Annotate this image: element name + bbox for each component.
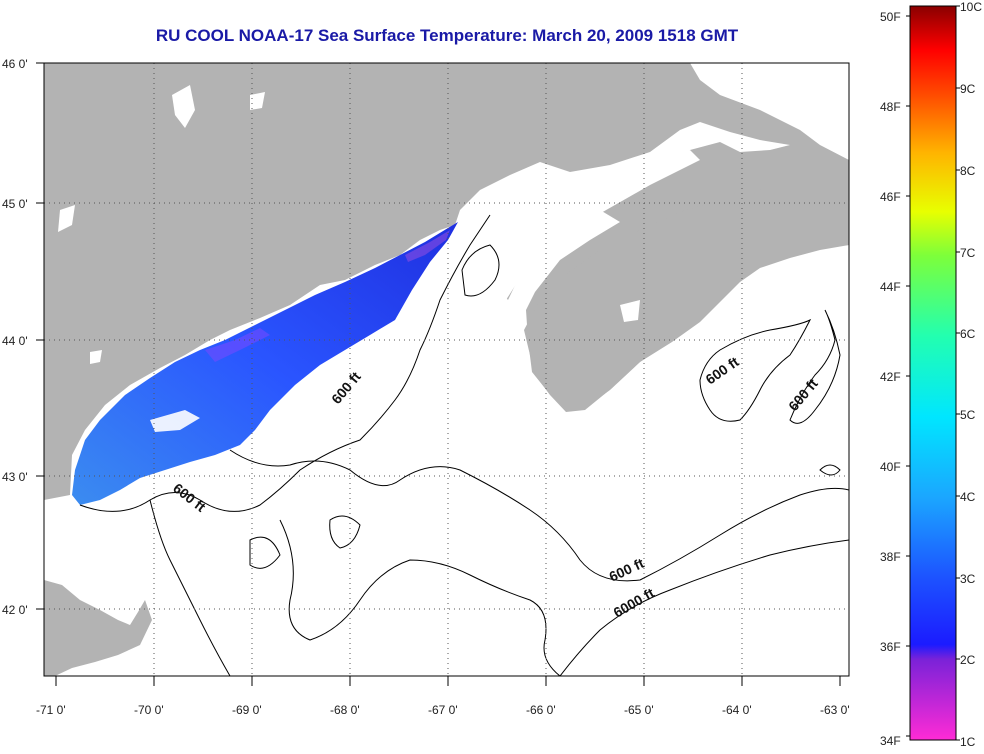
colorbar-f-label: 46F (880, 190, 901, 204)
lake (172, 85, 195, 128)
graticule (44, 63, 849, 676)
lat-tick-label: 45 0' (2, 197, 28, 211)
lake (58, 205, 75, 232)
land-maine (44, 63, 849, 500)
colorbar-c-label: 1C (960, 735, 976, 749)
bathymetry-contours (79, 214, 849, 676)
colorbar-c-label: 6C (960, 327, 976, 341)
lon-tick-label: -65 0' (624, 703, 654, 717)
bay-of-fundy (462, 150, 700, 305)
lon-tick-label: -71 0' (36, 703, 66, 717)
sst-swath (72, 222, 458, 505)
colorbar-f-label: 44F (880, 280, 901, 294)
colorbar-c-label: 10C (960, 0, 982, 14)
lon-tick-label: -67 0' (428, 703, 458, 717)
cloud-gap (150, 410, 200, 432)
colorbar-f-label: 40F (880, 460, 901, 474)
lon-tick-label: -68 0' (330, 703, 360, 717)
colorbar-c-label: 3C (960, 572, 976, 586)
colorbar-c-label: 4C (960, 490, 976, 504)
lat-tick-label: 46 0' (2, 57, 28, 71)
lat-tick-label: 43 0' (2, 470, 28, 484)
map-frame (43, 62, 850, 677)
lake (620, 300, 640, 322)
colorbar-c-label: 7C (960, 246, 976, 260)
sst-warm-patch (205, 328, 270, 362)
land-nova-scotia (524, 172, 849, 412)
lon-tick-label: -69 0' (232, 703, 262, 717)
axis-tick-marks (36, 62, 841, 686)
colorbar-gradient (909, 5, 957, 741)
lat-tick-label: 42 0' (2, 603, 28, 617)
colorbar-f-label: 42F (880, 370, 901, 384)
lon-tick-label: -64 0' (722, 703, 752, 717)
colorbar-f-label: 50F (880, 10, 901, 24)
colorbar-c-label: 5C (960, 408, 976, 422)
colorbar-ticks (906, 5, 960, 741)
colorbar: 50F 48F 46F 44F 42F 40F 38F 36F 34F 10C … (880, 0, 982, 749)
sst-warm-patch (405, 230, 450, 262)
lon-tick-label: -63 0' (820, 703, 850, 717)
map-title: RU COOL NOAA-17 Sea Surface Temperature:… (155, 26, 739, 45)
colorbar-c-label: 8C (960, 164, 976, 178)
land-cape-cod (44, 580, 152, 676)
colorbar-f-label: 38F (880, 550, 901, 564)
lat-tick-label: 44 0' (2, 334, 28, 348)
colorbar-c-label: 2C (960, 653, 976, 667)
colorbar-f-label: 36F (880, 640, 901, 654)
lake (90, 350, 102, 364)
lon-tick-label: -70 0' (134, 703, 164, 717)
lake (250, 92, 265, 110)
colorbar-f-label: 34F (880, 734, 901, 748)
lon-tick-label: -66 0' (526, 703, 556, 717)
colorbar-f-label: 48F (880, 100, 901, 114)
colorbar-c-label: 9C (960, 82, 976, 96)
